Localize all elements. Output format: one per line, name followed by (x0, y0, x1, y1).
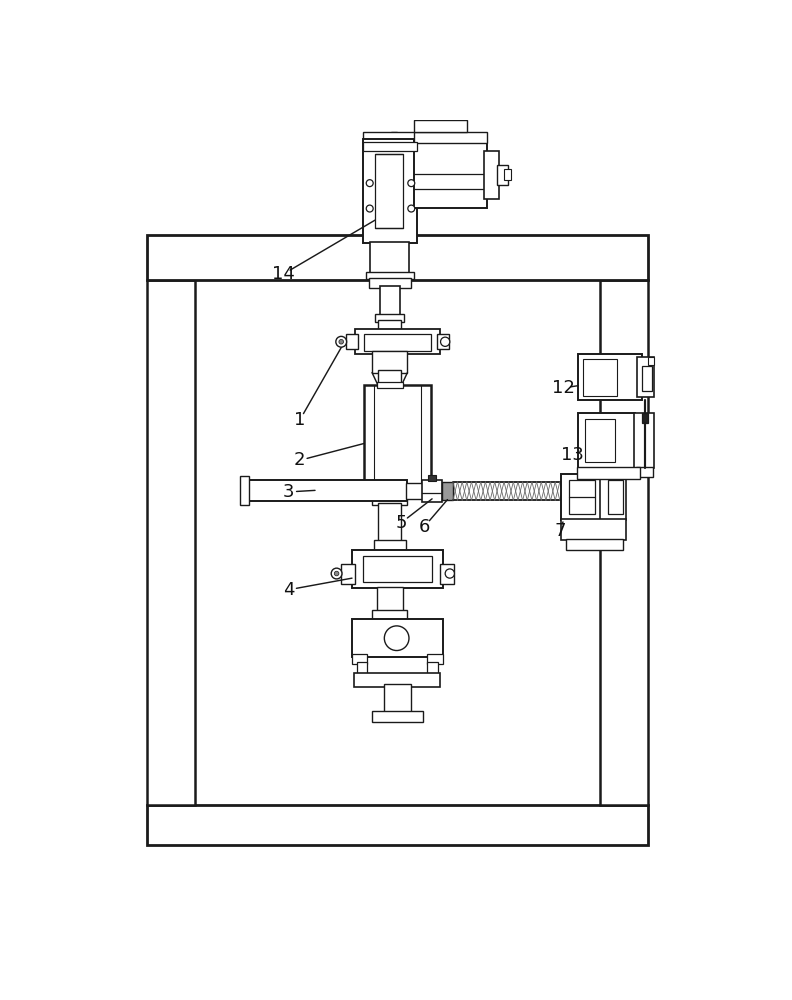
Text: 1: 1 (294, 411, 306, 429)
Bar (390, 132, 397, 140)
Bar (239, 476, 249, 505)
Circle shape (336, 336, 347, 347)
Text: 4: 4 (283, 581, 295, 599)
Circle shape (331, 568, 342, 579)
Bar (363, 132, 440, 143)
Bar (387, 140, 400, 145)
Bar (569, 480, 596, 514)
Bar (363, 140, 372, 163)
Bar (497, 165, 508, 185)
Bar (147, 235, 648, 280)
Bar (583, 359, 617, 396)
Bar (422, 480, 442, 502)
Bar (246, 480, 407, 501)
Bar (363, 142, 417, 151)
Bar (413, 140, 487, 208)
Bar (577, 466, 640, 479)
Bar (562, 519, 626, 540)
Bar (363, 556, 432, 582)
Bar (375, 154, 403, 228)
Bar (379, 370, 402, 386)
Circle shape (445, 569, 455, 578)
Bar (600, 474, 626, 520)
Bar (428, 662, 438, 674)
Bar (413, 132, 487, 143)
Circle shape (384, 626, 409, 651)
Bar (637, 357, 654, 397)
Bar (436, 334, 449, 349)
Bar (584, 419, 615, 462)
Bar (375, 314, 405, 322)
Bar (636, 466, 653, 477)
Text: 2: 2 (294, 451, 306, 469)
Bar (413, 120, 467, 132)
Bar (428, 475, 436, 481)
Circle shape (408, 180, 415, 187)
Bar (363, 139, 417, 243)
Text: 13: 13 (561, 446, 584, 464)
Circle shape (408, 205, 415, 212)
Bar (505, 169, 511, 180)
Bar (648, 357, 654, 365)
Circle shape (366, 180, 373, 187)
Bar (352, 654, 367, 664)
Bar (356, 662, 367, 674)
Bar (366, 272, 413, 279)
Bar (578, 413, 635, 468)
Bar (346, 334, 358, 349)
Text: 5: 5 (395, 514, 407, 532)
Bar (377, 382, 403, 388)
Bar (352, 550, 443, 588)
Bar (562, 474, 601, 520)
Bar (341, 564, 355, 584)
Bar (642, 413, 648, 423)
Bar (440, 564, 454, 584)
Bar (600, 280, 648, 805)
Bar (372, 610, 407, 620)
Text: 7: 7 (554, 522, 565, 540)
Bar (428, 654, 443, 664)
Bar (147, 280, 195, 805)
Bar (353, 673, 440, 687)
Bar (484, 151, 499, 199)
Bar (364, 334, 431, 351)
Bar (377, 587, 403, 611)
Circle shape (339, 339, 344, 344)
Text: 14: 14 (272, 265, 295, 283)
Bar (372, 351, 407, 373)
Text: 3: 3 (283, 483, 295, 501)
Circle shape (334, 571, 339, 576)
Bar (377, 487, 403, 497)
Bar (369, 278, 410, 288)
Bar (442, 482, 453, 500)
Bar (379, 320, 402, 331)
Bar (578, 354, 642, 400)
Bar (355, 329, 440, 354)
Bar (566, 539, 623, 550)
Bar (374, 540, 406, 551)
Bar (352, 619, 443, 657)
Bar (634, 413, 654, 468)
Bar (364, 385, 431, 490)
Bar (371, 242, 409, 274)
Bar (607, 480, 623, 514)
Bar (384, 684, 410, 713)
Bar (372, 711, 423, 722)
Text: 12: 12 (551, 379, 574, 397)
Bar (147, 805, 648, 845)
Bar (406, 483, 423, 499)
Circle shape (366, 205, 373, 212)
Text: 6: 6 (419, 518, 430, 536)
Bar (379, 503, 402, 544)
Bar (372, 496, 407, 505)
Bar (379, 286, 400, 316)
Circle shape (440, 337, 450, 346)
Bar (642, 366, 652, 391)
